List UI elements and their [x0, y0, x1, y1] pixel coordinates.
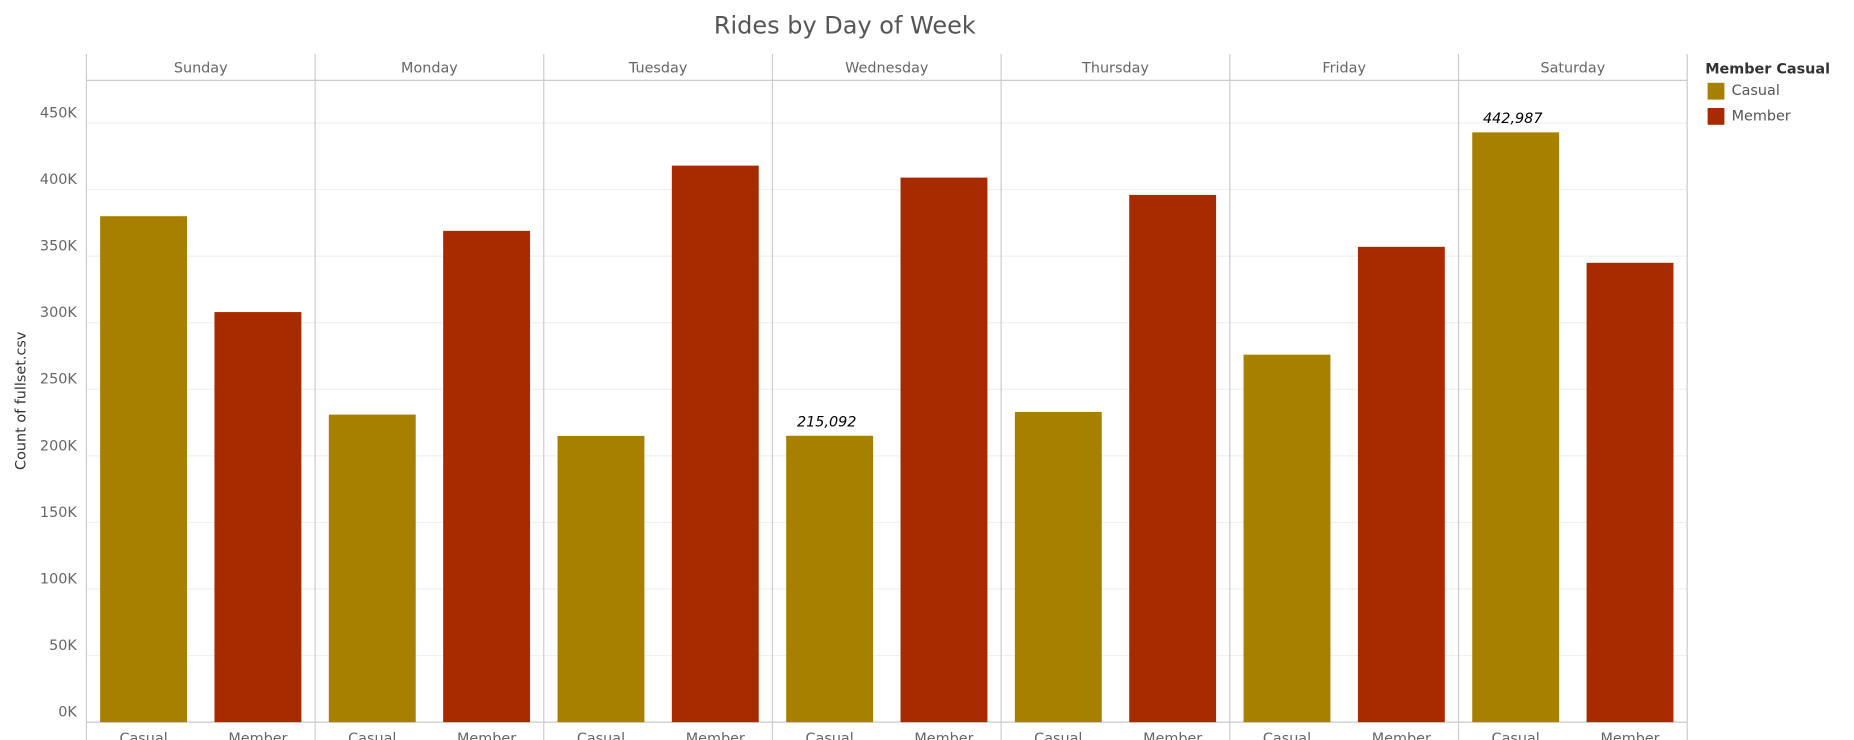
bar — [1243, 354, 1331, 723]
y-tick-label: 450K — [40, 105, 77, 121]
y-tick-label: 100K — [40, 571, 77, 587]
legend-label: Casual — [1732, 83, 1780, 99]
x-tick-label: Casual — [119, 731, 167, 740]
bar — [557, 435, 645, 723]
bar — [1472, 132, 1560, 723]
x-tick-label: Member — [457, 731, 516, 740]
y-tick-label: 0K — [58, 705, 77, 721]
x-tick-label: Member — [1143, 731, 1202, 740]
x-tick-label: Casual — [806, 731, 854, 740]
bar — [328, 414, 416, 723]
x-tick-label: Member — [228, 731, 287, 740]
bar — [900, 177, 988, 723]
x-tick-label: Casual — [1263, 731, 1311, 740]
y-tick-label: 250K — [40, 372, 77, 388]
bar — [443, 230, 531, 723]
x-tick-label: Member — [1372, 731, 1431, 740]
bar — [1586, 262, 1674, 723]
data-label: 442,987 — [1483, 111, 1543, 127]
x-tick-label: Member — [686, 731, 745, 740]
x-tick-label: Casual — [577, 731, 625, 740]
x-tick-label: Member — [914, 731, 973, 740]
y-tick-label: 300K — [40, 305, 77, 321]
y-tick-label: 200K — [40, 438, 77, 454]
y-tick-label: 50K — [49, 638, 77, 654]
legend-swatch — [1707, 107, 1725, 125]
x-tick-label: Casual — [348, 731, 396, 740]
x-tick-label: Casual — [1492, 731, 1540, 740]
bar — [1129, 194, 1217, 723]
data-label: 215,092 — [797, 415, 856, 431]
day-header: Sunday — [174, 60, 228, 76]
x-tick-label: Member — [1600, 731, 1659, 740]
day-header: Friday — [1322, 60, 1366, 76]
chart-title: Rides by Day of Week — [714, 11, 976, 39]
y-tick-label: 400K — [40, 172, 77, 188]
bar — [1357, 246, 1445, 723]
bar — [1014, 411, 1102, 723]
day-header: Tuesday — [628, 60, 688, 76]
day-header: Thursday — [1081, 60, 1149, 76]
day-header: Saturday — [1540, 60, 1605, 76]
bar — [671, 165, 759, 723]
x-tick-label: Casual — [1034, 731, 1082, 740]
bar — [786, 435, 874, 723]
y-axis-label: Count of fullset.csv — [14, 331, 30, 470]
legend-label: Member — [1732, 108, 1791, 124]
day-header: Monday — [401, 60, 458, 76]
legend-title: Member Casual — [1705, 62, 1830, 78]
y-tick-label: 350K — [40, 239, 77, 255]
legend-swatch — [1707, 82, 1725, 100]
day-header: Wednesday — [845, 60, 929, 76]
y-tick-label: 150K — [40, 505, 77, 521]
bar — [100, 216, 188, 723]
bar — [214, 312, 302, 723]
